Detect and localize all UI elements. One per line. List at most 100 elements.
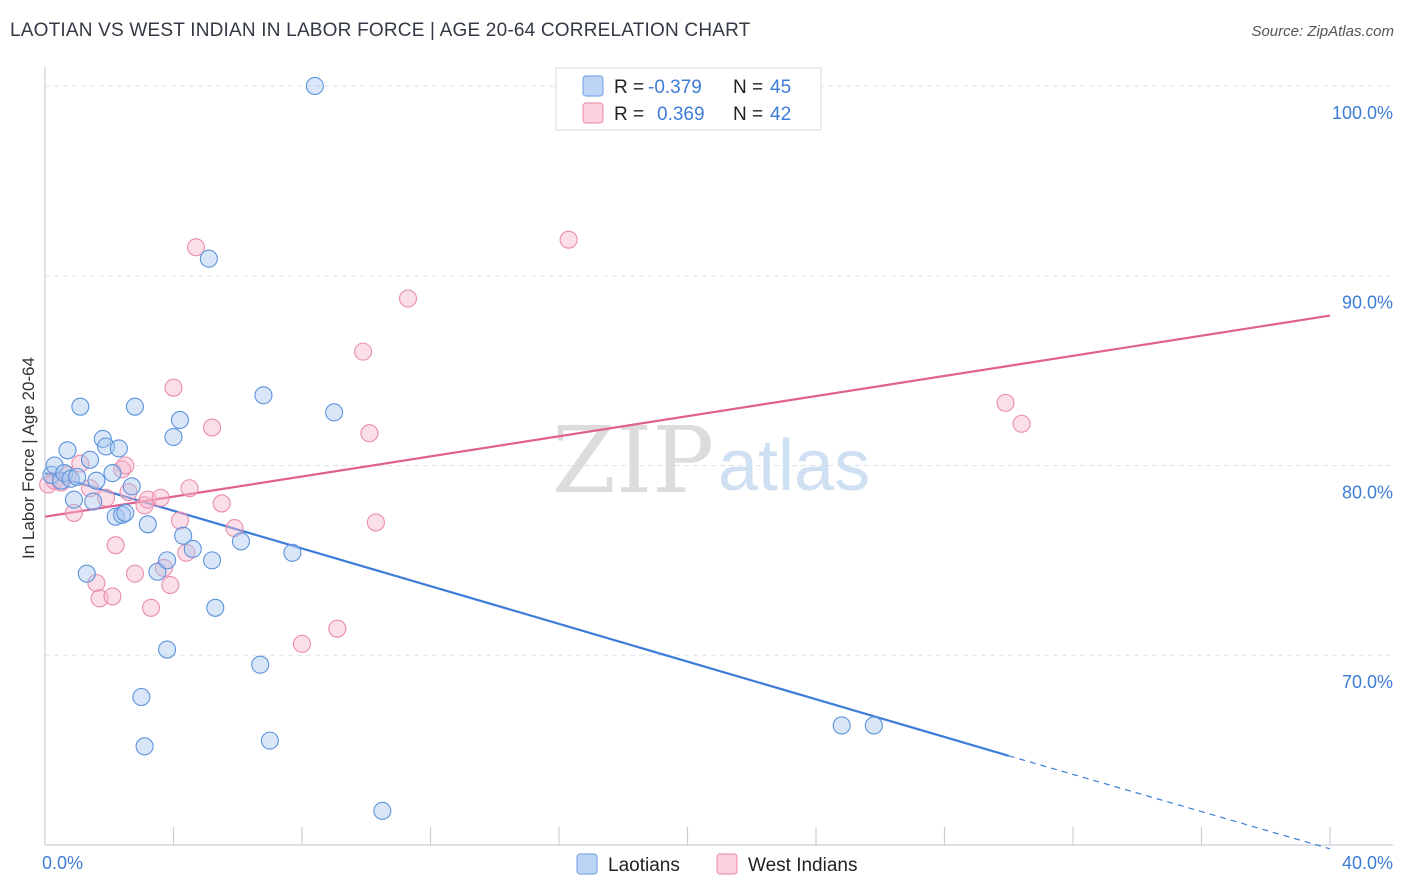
point-laotian xyxy=(170,410,189,429)
source-label: Source: ZipAtlas.com xyxy=(1251,23,1394,40)
point-west-indian xyxy=(103,587,122,606)
point-laotian xyxy=(832,716,851,735)
point-laotian xyxy=(116,503,135,522)
stats-legend: R = -0.379 N = 45 R = 0.369 N = 42 xyxy=(555,67,822,131)
point-west-indian xyxy=(559,230,578,249)
point-west-indian xyxy=(1012,414,1031,433)
legend-r-label-0: R = xyxy=(614,77,644,98)
point-laotian xyxy=(251,655,270,674)
point-laotian xyxy=(199,249,218,268)
point-laotian xyxy=(58,441,77,460)
series-legend: Laotians West Indians xyxy=(576,853,857,876)
point-laotian xyxy=(113,505,132,524)
point-laotian xyxy=(138,515,157,534)
watermark-zip: ZIP xyxy=(552,407,714,514)
gridlines xyxy=(45,85,1393,656)
bottom-legend-swatch-laotians xyxy=(576,853,598,875)
point-laotian xyxy=(206,598,225,617)
bottom-legend-swatch-west-indians xyxy=(716,853,738,875)
point-west-indian xyxy=(64,503,83,522)
point-laotian xyxy=(109,439,128,458)
point-west-indian xyxy=(328,619,347,638)
point-laotian xyxy=(68,467,87,486)
point-laotian xyxy=(77,564,96,583)
legend-n-value-1: 42 xyxy=(770,104,791,125)
bottom-legend-west-indians: West Indians xyxy=(748,855,857,876)
legend-n-label-1: N = xyxy=(733,104,763,125)
point-west-indian xyxy=(366,513,385,532)
trend-lines xyxy=(44,314,1331,850)
x-tick-label-start: 0.0% xyxy=(42,853,83,873)
point-laotian xyxy=(45,456,64,475)
y-axis-label: In Labor Force | Age 20-64 xyxy=(19,357,38,559)
y-tick-label: 80.0% xyxy=(1342,482,1393,502)
point-west-indian xyxy=(125,564,144,583)
point-laotian xyxy=(84,492,103,511)
point-west-indian xyxy=(151,488,170,507)
point-laotian xyxy=(125,397,144,416)
point-west-indian xyxy=(106,536,125,555)
y-tick-label: 100.0% xyxy=(1332,103,1393,123)
point-laotian xyxy=(260,731,279,750)
trend-line-west-indians xyxy=(44,314,1331,518)
point-laotian xyxy=(283,543,302,562)
tick-labels: 70.0% 80.0% 90.0% 100.0% 0.0% 40.0% xyxy=(42,103,1393,873)
legend-swatch-laotians xyxy=(582,75,604,97)
data-points xyxy=(39,76,1031,820)
chart-title: LAOTIAN VS WEST INDIAN IN LABOR FORCE | … xyxy=(10,20,751,41)
bottom-legend-laotians: Laotians xyxy=(608,855,680,876)
point-laotian xyxy=(106,507,125,526)
point-laotian xyxy=(174,526,193,545)
point-west-indian xyxy=(996,393,1015,412)
point-west-indian xyxy=(141,598,161,617)
point-west-indian xyxy=(203,418,222,437)
point-laotian xyxy=(80,450,100,469)
point-west-indian xyxy=(292,634,312,653)
point-west-indian xyxy=(170,511,189,530)
point-laotian xyxy=(122,477,141,496)
point-west-indian xyxy=(87,574,106,593)
point-laotian xyxy=(254,386,273,405)
x-tick-label-end: 40.0% xyxy=(1342,853,1393,873)
point-laotian xyxy=(231,532,251,551)
y-tick-label: 70.0% xyxy=(1342,672,1393,692)
point-laotian xyxy=(132,687,151,707)
legend-n-label-0: N = xyxy=(733,77,763,98)
point-west-indian xyxy=(398,289,418,308)
trend-line-laotians-extension xyxy=(1008,755,1331,850)
point-laotian xyxy=(164,427,183,447)
watermark: ZIP atlas xyxy=(552,407,870,514)
point-laotian xyxy=(864,716,883,735)
point-west-indian xyxy=(164,378,183,397)
point-laotian xyxy=(103,464,122,483)
legend-swatch-west-indians xyxy=(582,102,604,124)
point-laotian xyxy=(373,801,392,820)
point-west-indian xyxy=(161,575,180,595)
point-west-indian xyxy=(360,424,379,443)
point-west-indian xyxy=(71,454,90,473)
axes xyxy=(44,67,1393,846)
point-laotian xyxy=(305,76,324,96)
point-laotian xyxy=(71,397,90,416)
point-west-indian xyxy=(80,479,100,498)
point-west-indian xyxy=(212,494,231,513)
point-west-indian xyxy=(186,238,206,257)
point-west-indian xyxy=(135,496,154,515)
point-laotian xyxy=(325,403,344,422)
point-west-indian xyxy=(119,483,138,502)
legend-r-value-0: -0.379 xyxy=(648,77,702,98)
trend-line-laotians xyxy=(44,472,1010,757)
point-laotian xyxy=(183,539,202,559)
point-west-indian xyxy=(180,479,199,498)
point-laotian xyxy=(135,737,154,756)
legend-r-label-1: R = xyxy=(614,104,644,125)
point-laotian xyxy=(87,471,106,490)
point-laotian xyxy=(158,551,177,570)
point-laotian xyxy=(158,640,177,659)
point-laotian xyxy=(61,469,80,488)
point-laotian xyxy=(64,490,83,509)
legend-n-value-0: 45 xyxy=(770,77,791,98)
y-tick-label: 90.0% xyxy=(1342,293,1393,313)
point-laotian xyxy=(203,551,222,570)
